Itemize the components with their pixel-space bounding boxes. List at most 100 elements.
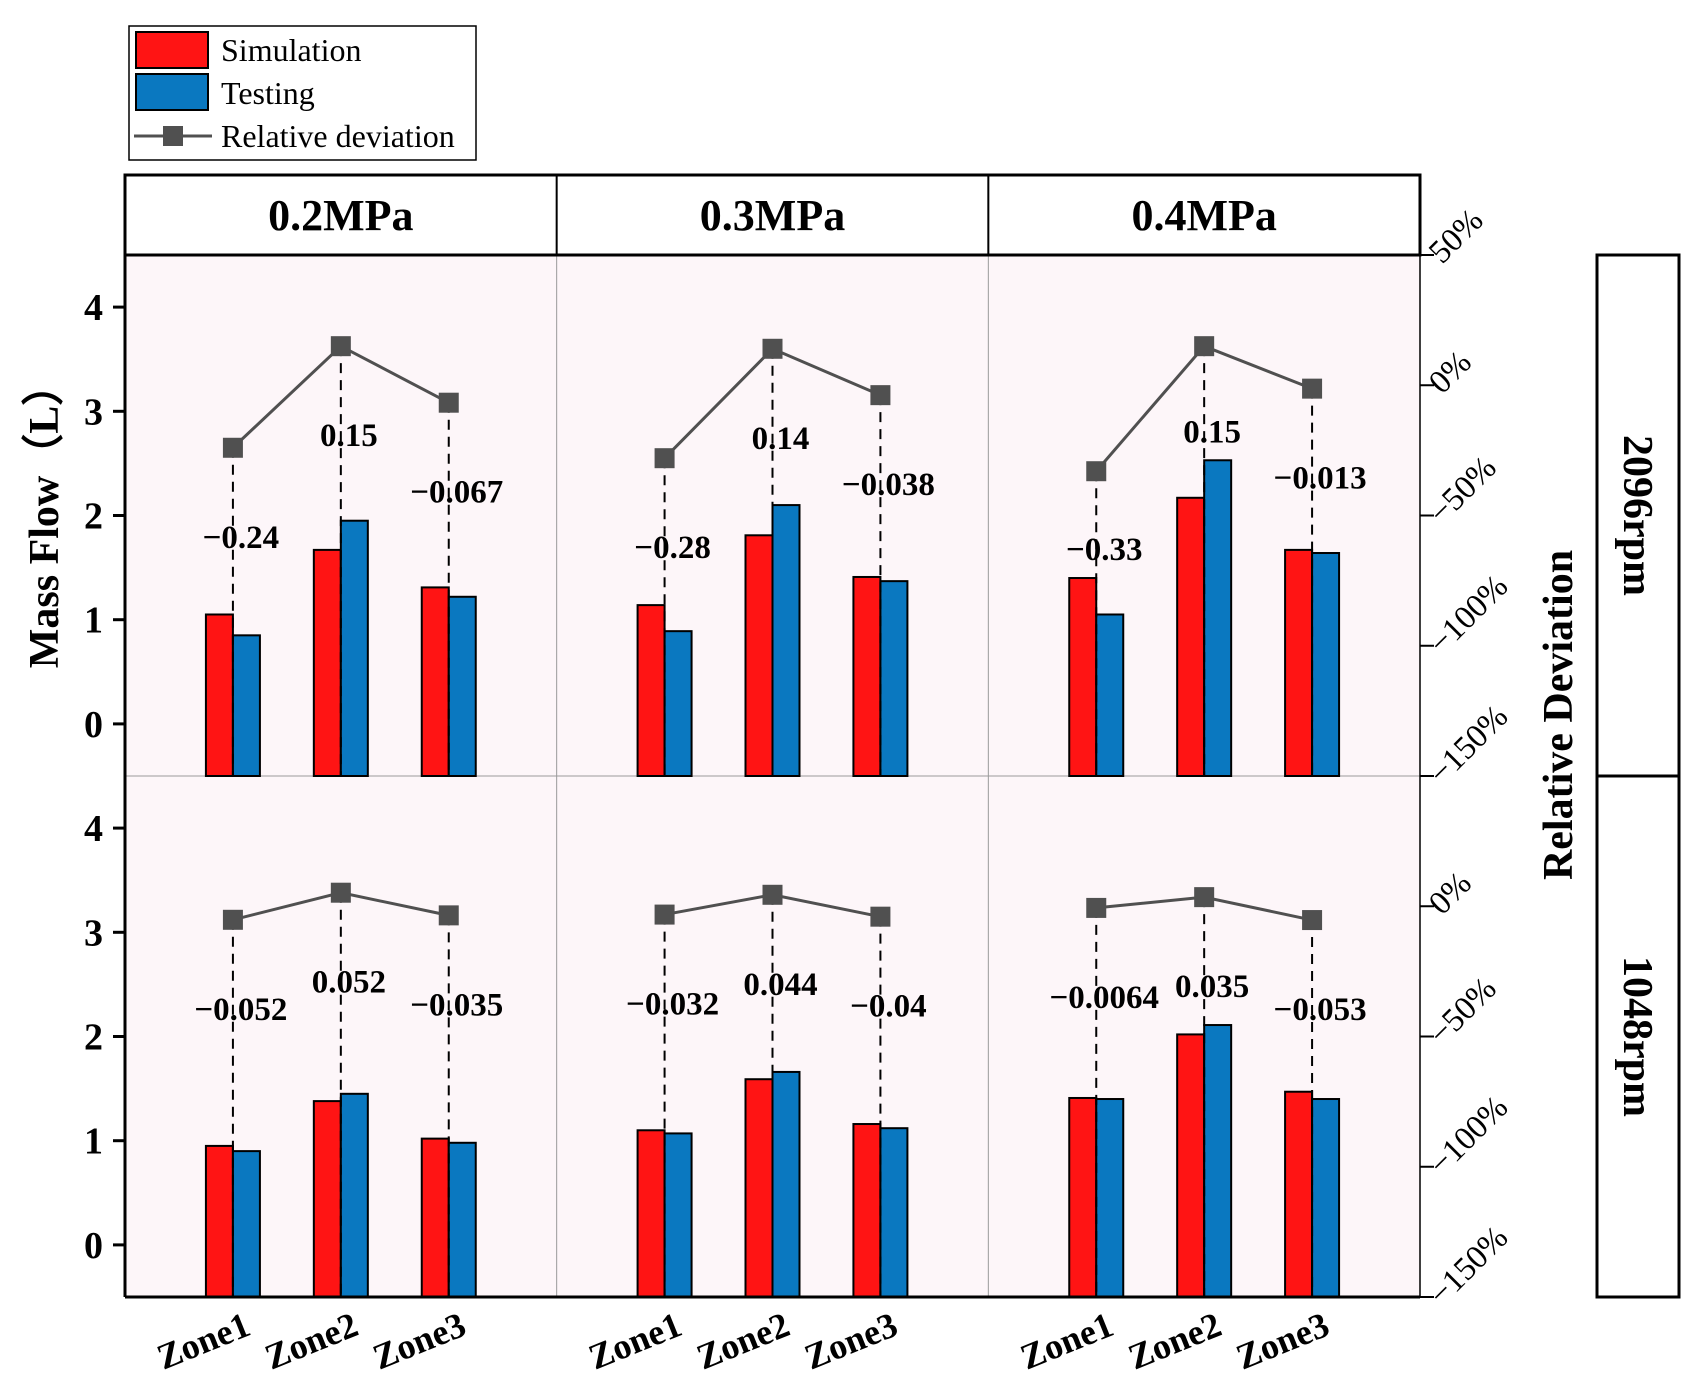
column-header: 0.3MPa bbox=[700, 191, 845, 240]
deviation-marker bbox=[762, 338, 783, 359]
deviation-label: −0.33 bbox=[1066, 532, 1143, 568]
deviation-label: 0.052 bbox=[312, 965, 386, 1001]
testing-swatch bbox=[135, 73, 209, 111]
testing-bar bbox=[1203, 1024, 1233, 1298]
testing-bar bbox=[663, 1132, 693, 1298]
x-tick-label: Zone3 bbox=[1231, 1304, 1335, 1377]
testing-bar bbox=[1095, 613, 1125, 777]
y2-tick-label: −150% bbox=[1422, 699, 1515, 792]
y-tick-label: 4 bbox=[84, 287, 103, 329]
row-strip-label: 2096rpm bbox=[1614, 435, 1660, 596]
testing-bar bbox=[339, 519, 369, 778]
deviation-label: −0.035 bbox=[410, 987, 503, 1023]
simulation-bar bbox=[1068, 577, 1098, 778]
deviation-marker bbox=[1194, 336, 1215, 357]
deviation-swatch-marker bbox=[163, 126, 183, 146]
deviation-marker bbox=[1086, 461, 1107, 482]
testing-bar bbox=[1095, 1098, 1125, 1299]
simulation-bar bbox=[1176, 1033, 1206, 1299]
simulation-bar bbox=[636, 604, 666, 777]
row-strip bbox=[1595, 253, 1681, 778]
testing-bar bbox=[447, 595, 477, 777]
y-tick-label: 0 bbox=[84, 704, 103, 746]
bars-layer bbox=[204, 459, 1341, 1299]
x-tick-label: Zone1 bbox=[151, 1304, 255, 1377]
simulation-bar bbox=[312, 548, 342, 777]
deviation-label: −0.053 bbox=[1274, 992, 1367, 1028]
deviation-lines bbox=[222, 336, 1323, 931]
deviation-label: −0.04 bbox=[850, 989, 927, 1025]
deviation-label: −0.28 bbox=[634, 530, 711, 566]
y2-tick-label: −100% bbox=[1422, 1089, 1515, 1182]
testing-bar bbox=[339, 1092, 369, 1299]
testing-bar bbox=[1203, 459, 1233, 777]
y-tick-label: 1 bbox=[84, 600, 103, 642]
simulation-bar bbox=[744, 1078, 774, 1299]
legend-testing-label: Testing bbox=[221, 75, 315, 111]
testing-bar bbox=[447, 1141, 477, 1299]
deviation-label: 0.035 bbox=[1175, 969, 1249, 1005]
simulation-bar bbox=[204, 613, 234, 777]
y-axis-title: Mass Flow（L） bbox=[21, 364, 68, 669]
deviation-drop-lines bbox=[231, 346, 1314, 1297]
testing-bar bbox=[771, 1070, 801, 1298]
y-tick-label: 3 bbox=[84, 391, 103, 433]
row-strip bbox=[1595, 774, 1681, 1299]
simulation-bar bbox=[1284, 548, 1314, 777]
deviation-label: −0.032 bbox=[626, 987, 719, 1023]
deviation-label: −0.038 bbox=[842, 467, 935, 503]
deviation-marker bbox=[330, 336, 351, 357]
x-tick-label: Zone1 bbox=[1015, 1304, 1119, 1377]
deviation-label: −0.067 bbox=[410, 475, 503, 511]
y2-tick-label: −100% bbox=[1422, 568, 1515, 661]
y2-tick-label: 50% bbox=[1422, 202, 1490, 270]
deviation-marker bbox=[438, 905, 459, 926]
deviation-marker bbox=[654, 448, 675, 469]
x-tick-label: Zone1 bbox=[583, 1304, 687, 1377]
row-strip-label: 1048rpm bbox=[1614, 956, 1660, 1117]
deviation-marker bbox=[1086, 897, 1107, 918]
deviation-label: −0.013 bbox=[1274, 461, 1367, 497]
column-header: 0.2MPa bbox=[268, 191, 413, 240]
x-tick-label: Zone2 bbox=[259, 1304, 363, 1377]
legend-deviation-label: Relative deviation bbox=[221, 118, 455, 154]
deviation-marker bbox=[1194, 887, 1215, 908]
testing-bar bbox=[1311, 1098, 1341, 1299]
simulation-bar bbox=[1284, 1090, 1314, 1298]
deviation-label: 0.044 bbox=[743, 967, 817, 1003]
deviation-marker bbox=[438, 392, 459, 413]
y-tick-label: 2 bbox=[84, 1017, 103, 1059]
x-tick-label: Zone2 bbox=[1123, 1304, 1227, 1377]
simulation-bar bbox=[852, 1123, 882, 1298]
deviation-labels: −0.240.15−0.067−0.280.14−0.038−0.330.15−… bbox=[194, 414, 1366, 1028]
simulation-bar bbox=[420, 1137, 450, 1298]
simulation-bar bbox=[1176, 496, 1206, 777]
deviation-label: 0.15 bbox=[320, 418, 378, 454]
deviation-label: 0.14 bbox=[752, 421, 810, 457]
deviation-marker bbox=[1302, 910, 1323, 931]
deviation-marker bbox=[762, 884, 783, 905]
plot-frame: 0.2MPa 0.3MPa 0.4MPa 2096rpm 1048rpm bbox=[123, 173, 1681, 1299]
deviation-marker bbox=[222, 909, 243, 930]
column-header-strip bbox=[123, 173, 1422, 257]
testing-bar bbox=[231, 634, 261, 778]
deviation-marker bbox=[654, 904, 675, 925]
deviation-label: −0.052 bbox=[194, 992, 287, 1028]
simulation-bar bbox=[852, 575, 882, 778]
deviation-marker bbox=[870, 906, 891, 927]
y-tick-label: 4 bbox=[84, 808, 103, 850]
y2-tick-label: 0% bbox=[1422, 344, 1479, 401]
y-tick-label: 1 bbox=[84, 1121, 103, 1163]
simulation-bar bbox=[636, 1129, 666, 1299]
y-tick-label: 2 bbox=[84, 496, 103, 538]
x-tick-label: Zone3 bbox=[367, 1304, 471, 1377]
x-tick-label: Zone2 bbox=[691, 1304, 795, 1377]
deviation-marker bbox=[1302, 378, 1323, 399]
column-header: 0.4MPa bbox=[1131, 191, 1276, 240]
y2-tick-label: −50% bbox=[1422, 971, 1503, 1052]
y2-tick-label: −150% bbox=[1422, 1220, 1515, 1313]
simulation-bar bbox=[204, 1144, 234, 1299]
deviation-label: −0.24 bbox=[203, 520, 280, 556]
simulation-bar bbox=[312, 1100, 342, 1298]
